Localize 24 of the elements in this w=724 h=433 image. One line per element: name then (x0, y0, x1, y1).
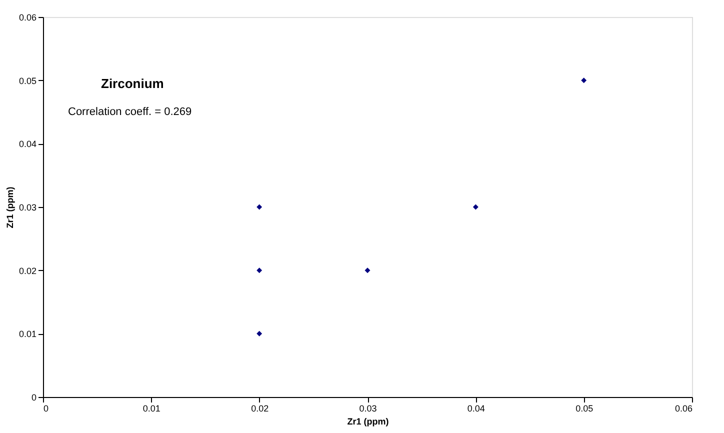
x-tick-label: 0.01 (142, 404, 160, 414)
x-axis-title: Zr1 (ppm) (347, 416, 389, 426)
point (256, 204, 262, 210)
y-tick-label: 0.02 (18, 266, 36, 276)
x-tick-label: 0.02 (251, 404, 269, 414)
point (472, 204, 478, 210)
x-tick-label: 0.04 (467, 404, 485, 414)
point (581, 78, 587, 84)
x-tick-label: 0.03 (359, 404, 377, 414)
y-tick-label: 0.06 (18, 12, 36, 22)
x-tick-label: 0.06 (674, 404, 692, 414)
annotation: Correlation coeff. = 0.269 (68, 106, 192, 118)
x-tick-label: 0 (44, 404, 49, 414)
y-tick-label: 0.03 (18, 202, 36, 212)
point (256, 330, 262, 336)
y-tick-label: 0.04 (18, 139, 36, 150)
y-tick-label: 0.01 (18, 329, 36, 340)
x-tick-label: 0.05 (576, 404, 594, 414)
point (364, 268, 370, 274)
y-tick-label: 0.05 (18, 76, 36, 86)
point (256, 268, 262, 274)
text: Zirconium (101, 76, 164, 91)
y-axis-title: Zr1 (ppm) (4, 186, 15, 228)
y-tick-label: 0 (31, 392, 36, 402)
